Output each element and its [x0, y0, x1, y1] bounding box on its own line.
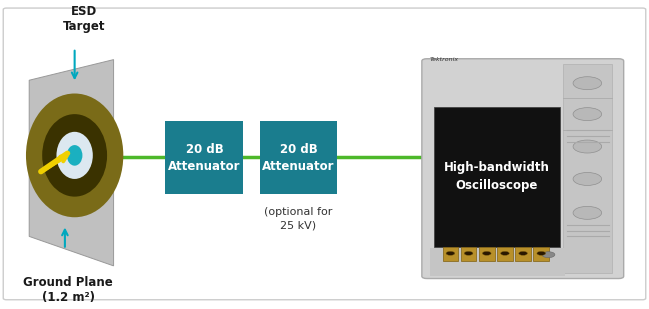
Circle shape	[537, 251, 546, 255]
Ellipse shape	[42, 114, 107, 197]
Bar	[443, 247, 458, 261]
Circle shape	[464, 251, 473, 255]
Bar	[260, 121, 337, 194]
Bar	[497, 247, 513, 261]
Text: 20 dB
Attenuator: 20 dB Attenuator	[262, 142, 335, 173]
Circle shape	[542, 252, 555, 258]
Circle shape	[573, 206, 602, 219]
Ellipse shape	[56, 132, 93, 179]
Text: (optional for
25 kV): (optional for 25 kV)	[264, 207, 333, 230]
Bar	[461, 247, 476, 261]
Bar	[563, 64, 612, 273]
Circle shape	[519, 251, 528, 255]
Text: ESD
Target: ESD Target	[63, 5, 106, 33]
Ellipse shape	[67, 145, 82, 166]
Ellipse shape	[26, 94, 123, 217]
Text: Tektronix: Tektronix	[430, 57, 459, 62]
Text: 20 dB
Attenuator: 20 dB Attenuator	[168, 142, 241, 173]
Bar	[533, 247, 549, 261]
Bar	[434, 107, 560, 247]
Bar	[165, 121, 243, 194]
Bar	[515, 247, 531, 261]
Polygon shape	[29, 60, 114, 266]
Text: Ground Plane
(1.2 m²): Ground Plane (1.2 m²)	[23, 276, 113, 304]
FancyBboxPatch shape	[3, 8, 646, 300]
Circle shape	[446, 251, 455, 255]
FancyBboxPatch shape	[422, 59, 624, 278]
Bar	[430, 248, 565, 276]
Circle shape	[500, 251, 509, 255]
Circle shape	[482, 251, 491, 255]
Bar	[479, 247, 495, 261]
Circle shape	[573, 140, 602, 153]
Text: High-bandwidth
Oscilloscope: High-bandwidth Oscilloscope	[444, 161, 550, 192]
Circle shape	[573, 172, 602, 185]
Circle shape	[573, 77, 602, 90]
Circle shape	[573, 108, 602, 121]
